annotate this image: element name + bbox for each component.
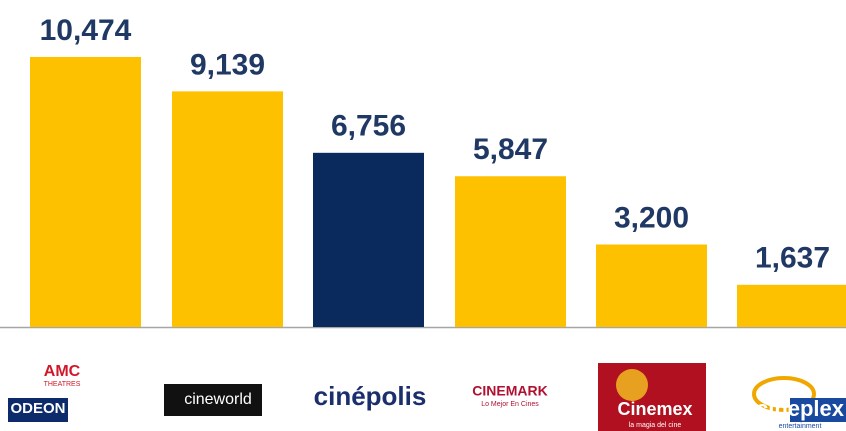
cinemex-logo-bg — [598, 363, 706, 431]
logo-label: cinépolis — [314, 381, 427, 411]
value-label: 6,756 — [331, 110, 406, 143]
cineworld-logo-bg — [164, 384, 262, 416]
logo-label: Cinemex — [617, 399, 692, 419]
bar — [737, 284, 846, 327]
logo-label: AMC — [44, 363, 81, 380]
cineplex-logo-bg — [790, 398, 846, 422]
bar — [596, 244, 707, 327]
value-label: 9,139 — [190, 48, 265, 81]
bar — [455, 176, 566, 327]
bar — [30, 56, 141, 327]
value-label: 1,637 — [755, 242, 830, 275]
value-label: 3,200 — [614, 201, 689, 234]
logo-subtext: entertainment — [779, 423, 822, 430]
odeon-logo-bg — [8, 398, 68, 422]
value-label: 10,474 — [40, 14, 132, 47]
logo-label: CINEMARK — [472, 383, 547, 399]
bar — [172, 91, 283, 327]
cineplex-logo-swoosh — [752, 376, 816, 412]
logo-label: cineplex — [756, 396, 845, 421]
logo-label: cineworld — [184, 391, 252, 408]
bar — [313, 152, 424, 327]
value-label: 5,847 — [473, 133, 548, 166]
logo-subtext: THEATRES — [44, 381, 81, 388]
odeon-logo: ODEON — [10, 400, 65, 417]
logo-subtext: la magia del cine — [629, 422, 682, 429]
cinemex-logo-ball — [616, 369, 648, 401]
logo-subtext: Lo Mejor En Cines — [481, 401, 539, 408]
